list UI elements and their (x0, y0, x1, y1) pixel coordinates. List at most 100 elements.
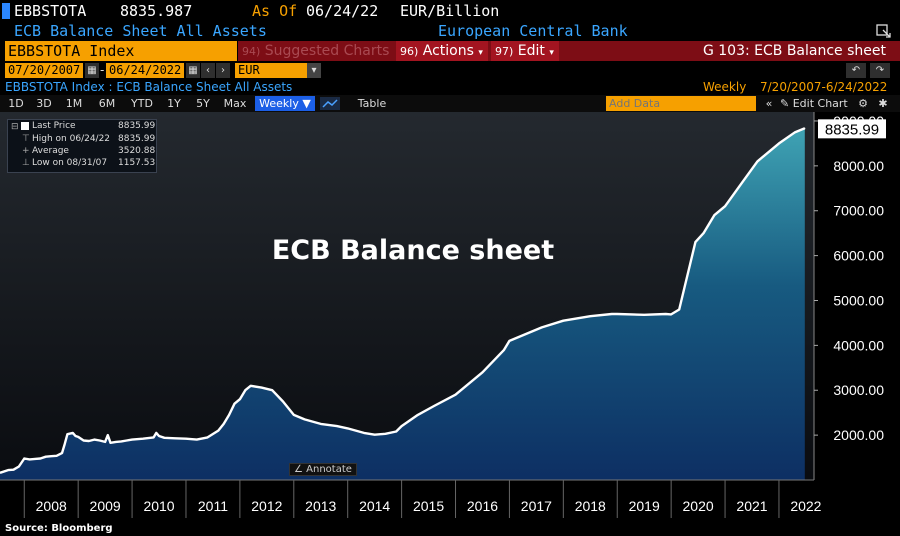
legend-last-price-value: 8835.99 (118, 121, 156, 131)
x-tick-label: 2011 (198, 498, 228, 514)
collapse-icon[interactable]: « (765, 97, 773, 110)
high-marker-icon: ⊤ (22, 134, 30, 144)
legend-high-label: High on 06/24/22 (32, 134, 111, 144)
data-point (107, 434, 109, 436)
data-point (196, 439, 198, 441)
period-1y[interactable]: 1Y (167, 97, 181, 110)
data-point (395, 430, 397, 433)
edit-number: 97) (495, 45, 514, 58)
legend-collapse-icon[interactable]: ⊟ (11, 122, 19, 132)
settings-gear-icon[interactable]: ⚙ (858, 97, 868, 110)
start-date-field[interactable]: 07/20/2007 (5, 63, 83, 78)
end-date-field[interactable]: 06/24/2022 (106, 63, 184, 78)
data-point (83, 439, 85, 442)
x-tick-label: 2018 (575, 498, 606, 514)
data-point (320, 423, 322, 425)
period-5y[interactable]: 5Y (196, 97, 210, 110)
period-6m[interactable]: 6M (98, 97, 116, 110)
command-cursor[interactable] (2, 3, 10, 19)
data-point (282, 400, 284, 403)
data-point (7, 469, 9, 471)
source-name: European Central Bank (438, 22, 628, 40)
ticker-symbol: EBBSTOTA (14, 2, 87, 20)
function-title: G 103: ECB Balance sheet (702, 43, 886, 59)
popout-icon[interactable] (876, 24, 892, 38)
suggested-charts-label: Suggested Charts (264, 43, 390, 59)
currency-select[interactable]: EUR (235, 63, 307, 78)
data-point (228, 414, 230, 416)
data-point (508, 340, 510, 342)
data-point (347, 427, 349, 429)
x-tick-label: 2022 (790, 498, 821, 514)
currency-dropdown-icon[interactable]: ▾ (307, 63, 321, 78)
x-tick-label: 2013 (305, 498, 336, 514)
next-period-icon[interactable]: › (216, 63, 230, 78)
data-point (454, 394, 457, 396)
date-separator: - (100, 63, 105, 77)
annotate-label: Annotate (306, 464, 352, 475)
data-point (481, 371, 484, 373)
x-tick-label: 2010 (143, 498, 174, 514)
pin-icon[interactable]: ✱ (878, 97, 888, 110)
table-button[interactable]: Table (357, 97, 387, 110)
data-point (702, 232, 705, 234)
legend-high-value: 8835.99 (118, 134, 156, 144)
source-note: Source: Bloomberg (5, 523, 113, 534)
add-data-input[interactable] (606, 96, 756, 111)
data-point (163, 437, 165, 439)
data-point (131, 439, 133, 441)
actions-label: Actions (422, 43, 474, 59)
data-point (0, 472, 1, 474)
annotate-button[interactable]: ∠ Annotate (289, 463, 357, 476)
data-point (233, 403, 236, 405)
redo-icon[interactable]: ↷ (870, 63, 890, 78)
period-1m[interactable]: 1M (65, 97, 83, 110)
start-calendar-icon[interactable]: ▦ (85, 63, 99, 78)
edit-menu-button[interactable]: 97) Edit ▾ (491, 41, 559, 61)
data-point (804, 127, 806, 129)
security-field[interactable]: EBBSTOTA Index (5, 41, 237, 61)
edit-label: Edit (517, 43, 545, 59)
average-marker-icon: + (22, 146, 30, 156)
line-chart-icon[interactable] (320, 97, 340, 110)
frequency-select-label: Weekly (259, 97, 299, 110)
data-point (50, 455, 52, 457)
frequency-info: Weekly (703, 80, 747, 94)
data-point (217, 430, 219, 432)
end-calendar-icon[interactable]: ▦ (186, 63, 200, 78)
chart-area: 2000.00 3000.00 4000.00 5000.00 6000.00 7000.… (0, 112, 900, 526)
edit-chart-button[interactable]: ✎ Edit Chart (780, 96, 852, 111)
period-max[interactable]: Max (223, 97, 247, 110)
x-tick-label: 2020 (683, 498, 714, 514)
period-3d[interactable]: 3D (36, 97, 52, 110)
units-label: EUR/Billion (400, 2, 500, 20)
actions-number: 96) (400, 45, 419, 58)
actions-menu-button[interactable]: 96) Actions ▾ (396, 41, 488, 61)
data-point (104, 441, 106, 443)
y-tick-label: 8000.00 (833, 158, 884, 174)
data-point (120, 440, 122, 442)
data-point (34, 458, 36, 460)
data-point (525, 333, 527, 335)
undo-icon[interactable]: ↶ (846, 63, 866, 78)
chart-title: ECB Balance sheet (272, 235, 554, 266)
legend-low-label: Low on 08/31/07 (32, 158, 108, 168)
legend-average-label: Average (32, 146, 69, 156)
low-marker-icon: ⊥ (22, 158, 30, 168)
series-info: EBBSTOTA Index : ECB Balance Sheet All A… (5, 80, 293, 94)
x-tick-label: 2019 (629, 498, 660, 514)
data-point (794, 131, 796, 133)
period-ytd[interactable]: YTD (131, 97, 153, 110)
series-description: ECB Balance Sheet All Assets (14, 22, 267, 40)
data-point (374, 434, 376, 436)
legend[interactable]: ⊟ Last Price 8835.99 ⊤ High on 06/24/22 … (7, 119, 157, 173)
y-tick-label: 6000.00 (833, 248, 884, 264)
data-point (185, 438, 187, 440)
frequency-select[interactable]: Weekly ▼ (255, 96, 315, 111)
data-point (304, 418, 306, 420)
period-1d[interactable]: 1D (8, 97, 24, 110)
y-tick-label: 4000.00 (833, 337, 884, 353)
prev-period-icon[interactable]: ‹ (201, 63, 215, 78)
data-point (562, 320, 564, 322)
suggested-charts-button[interactable]: 94) Suggested Charts (242, 41, 389, 61)
